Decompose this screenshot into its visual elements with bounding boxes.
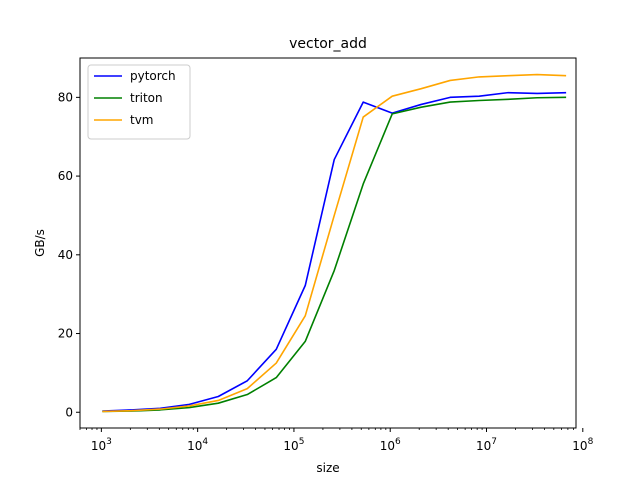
x-tick-label: 107 [476,437,497,453]
y-tick-label: 0 [65,405,73,419]
series-line-pytorch [102,91,567,412]
x-axis: 103 104 105 106 107 108 [79,428,594,453]
y-tick-label: 20 [58,327,73,341]
series-layer [102,73,567,413]
y-tick-label: 40 [58,248,73,262]
x-axis-title: size [316,461,339,475]
y-axis-title: GB/s [33,229,47,257]
x-tick-label: 106 [380,437,401,453]
y-axis: 0 20 40 60 80 [58,90,80,419]
x-tick-label: 104 [187,437,208,453]
y-tick-label: 60 [58,169,73,183]
x-tick-label: 105 [283,437,304,453]
chart-title: vector_add [289,36,367,52]
legend-label-triton: triton [130,91,163,105]
plot-frame [79,57,577,429]
legend: pytorch triton tvm [87,64,191,140]
x-tick-label: 108 [572,437,593,453]
series-line-triton [102,96,567,413]
x-tick-label: 103 [91,437,112,453]
y-tick-label: 80 [58,90,73,104]
series-line-tvm [102,73,567,413]
legend-label-pytorch: pytorch [130,69,176,83]
legend-label-tvm: tvm [130,113,154,127]
